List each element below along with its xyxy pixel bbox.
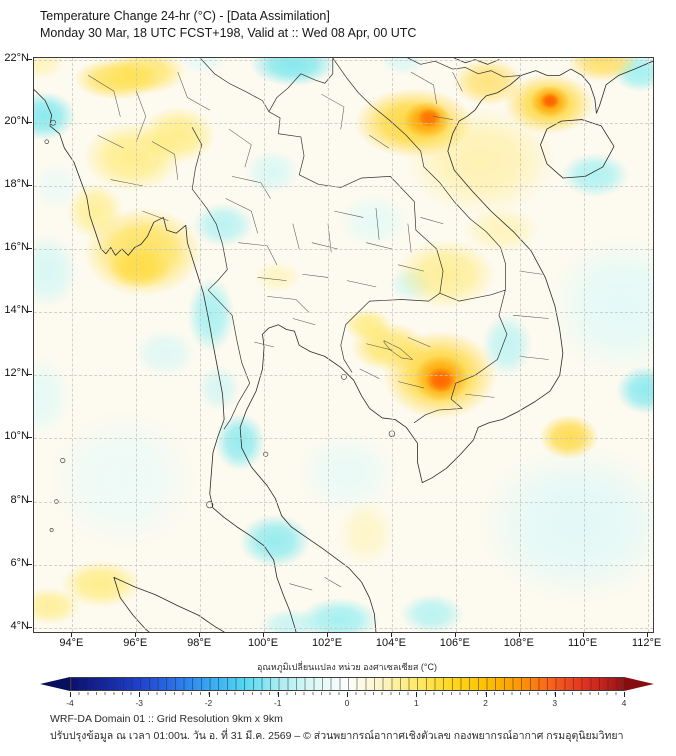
lon-label: 110°E (568, 637, 598, 649)
lat-label: 22°N (4, 51, 29, 64)
lon-label: 102°E (311, 637, 343, 649)
lon-tick (582, 633, 584, 637)
colorbar-tick (139, 692, 141, 697)
gridline-lat (34, 438, 653, 440)
lat-tick (28, 437, 32, 439)
map-plot (33, 57, 654, 633)
gridline-lon (328, 58, 329, 632)
lat-label: 12°N (4, 367, 29, 380)
lat-tick (28, 121, 32, 123)
lat-label: 14°N (4, 304, 29, 317)
map-figure: 94°E 96°E 98°E 100°E 102°E 104°E 106°E 108°E 110… (4, 52, 661, 649)
coastline-borders-svg (34, 58, 653, 632)
lon-label: 94°E (59, 637, 84, 649)
colorbar-tick (485, 692, 487, 697)
lon-tick (454, 633, 456, 637)
lon-label: 112°E (631, 637, 662, 649)
colorbar-tick (277, 692, 279, 697)
colorbar-tick (208, 692, 210, 697)
gridline-lon (200, 58, 202, 632)
footer-domain-info: WRF-DA Domain 01 :: Grid Resolution 9km … (50, 713, 283, 725)
small-islands (45, 120, 395, 531)
gridline-lat (34, 312, 653, 314)
province-borders (88, 72, 548, 590)
gridline-lon (519, 58, 521, 632)
colorbar-left-arrow (40, 677, 70, 691)
lon-label: 100°E (248, 637, 279, 649)
lon-tick (646, 633, 648, 637)
gridline-lon (583, 58, 585, 632)
lon-label: 98°E (187, 637, 212, 649)
lat-tick (28, 500, 32, 502)
colorbar-tick-label: 4 (621, 698, 627, 708)
gridline-lon (647, 58, 649, 632)
colorbar-tick (416, 692, 418, 697)
gridline-lat (34, 375, 653, 377)
lon-tick (327, 633, 328, 637)
lat-tick (28, 248, 32, 250)
lat-tick (28, 626, 32, 628)
coastline (34, 58, 653, 632)
colorbar-tick-label: -3 (135, 698, 144, 708)
page-title: Temperature Change 24-hr (°C) - [Data As… (40, 9, 330, 23)
gridline-lat (34, 564, 653, 566)
gridline-lat (34, 627, 653, 629)
lat-label: 4°N (10, 619, 29, 632)
lon-tick (199, 633, 201, 637)
colorbar-tick-label: -2 (204, 698, 213, 708)
gridline-lat (34, 59, 653, 61)
colorbar-label: อุณหภูมิเปลี่ยนแปลง หน่วย องศาเซลเซียส (… (257, 662, 437, 672)
gridline-lon (455, 58, 457, 632)
gridline-lat (34, 185, 653, 187)
gridline-lat (34, 501, 653, 503)
national-borders (192, 58, 521, 429)
colorbar: อุณหภูมิเปลี่ยนแปลง หน่วย องศาเซลเซียส (… (29, 660, 665, 712)
lat-tick (28, 563, 32, 565)
gridline-lat (34, 249, 653, 251)
gridline-lon (391, 58, 393, 632)
lat-tick (28, 58, 32, 60)
gridline-lon (264, 58, 266, 632)
lat-tick (28, 184, 32, 186)
gridline-lon (72, 58, 74, 632)
lon-label: 96°E (123, 637, 148, 649)
footer: WRF-DA Domain 01 :: Grid Resolution 9km … (50, 711, 623, 745)
lat-label: 6°N (10, 556, 29, 569)
lat-label: 16°N (4, 241, 29, 254)
lat-tick (28, 374, 32, 376)
lon-label: 106°E (439, 637, 470, 649)
colorbar-tick (554, 692, 556, 697)
colorbar-tick (347, 692, 348, 697)
lat-tick (28, 311, 32, 313)
colorbar-right-arrow (624, 677, 654, 691)
lon-label: 108°E (503, 637, 534, 649)
gridline-lon (136, 58, 138, 632)
lat-label: 10°N (4, 430, 29, 443)
lat-label: 18°N (4, 177, 29, 190)
lon-tick (71, 633, 73, 637)
lat-label: 8°N (10, 493, 29, 506)
title-block: Temperature Change 24-hr (°C) - [Data As… (40, 8, 416, 42)
lon-label: 104°E (375, 637, 406, 649)
colorbar-tick (70, 692, 71, 697)
footer-update-info: ปรับปรุงข้อมูล ณ เวลา 01:00น. วัน อ. ที่… (50, 730, 624, 742)
lat-label: 20°N (4, 114, 29, 127)
gridline-lat (34, 122, 653, 124)
colorbar-gradient (70, 677, 624, 691)
lon-tick (390, 633, 392, 637)
colorbar-tick-label: 1 (413, 698, 419, 708)
page-subtitle: Monday 30 Mar, 18 UTC FCST+198, Valid at… (40, 26, 417, 40)
colorbar-tick-label: 2 (483, 698, 488, 708)
colorbar-tick (624, 692, 625, 697)
colorbar-segments (71, 678, 623, 690)
colorbar-tick-label: 0 (344, 698, 350, 708)
colorbar-tick-label: -1 (273, 698, 282, 708)
lon-tick (135, 633, 137, 637)
colorbar-tick-label: 3 (552, 698, 558, 708)
lon-tick (518, 633, 520, 637)
colorbar-tick-label: -4 (66, 698, 74, 708)
lon-tick (263, 633, 265, 637)
